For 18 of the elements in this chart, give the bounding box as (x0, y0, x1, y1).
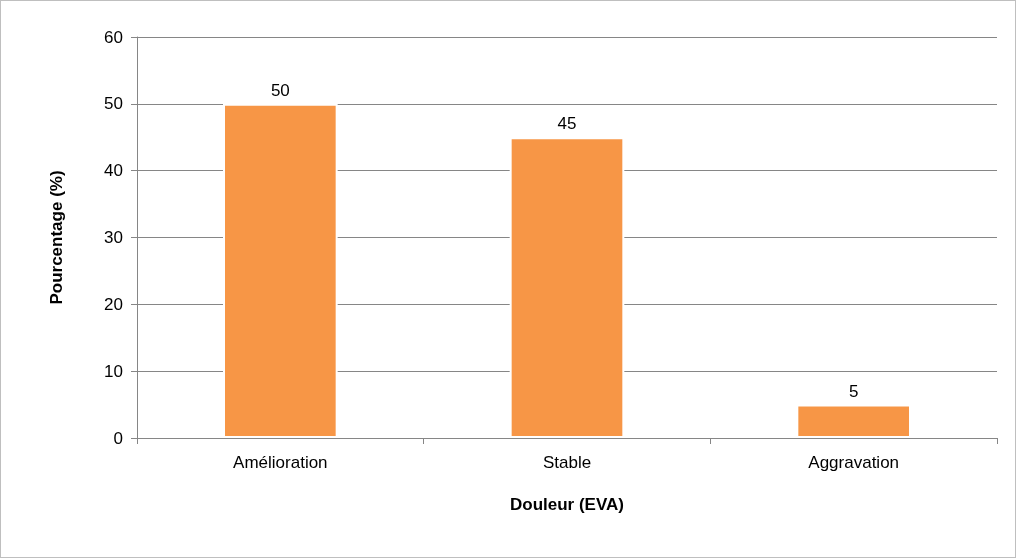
y-tick-label: 30 (104, 228, 123, 247)
y-tick-label: 50 (104, 94, 123, 114)
bar (223, 103, 338, 438)
y-tick-label: 60 (104, 27, 123, 47)
y-tick-label: 0 (113, 428, 123, 448)
x-tick-label: Aggravation (808, 453, 900, 472)
y-tick-label: 20 (104, 294, 123, 314)
data-label: 50 (270, 80, 290, 100)
y-tick-label: 10 (104, 361, 123, 381)
x-tick-label: Stable (542, 453, 592, 472)
data-label: 5 (848, 381, 859, 401)
x-axis-title: Douleur (EVA) (510, 495, 624, 514)
x-tick-label: Amélioration (233, 453, 328, 472)
data-label: 45 (557, 114, 577, 134)
bar (796, 404, 911, 438)
y-tick-label: 40 (104, 161, 123, 181)
y-axis-title: Pourcentage (%) (47, 170, 66, 305)
bar (509, 137, 625, 438)
